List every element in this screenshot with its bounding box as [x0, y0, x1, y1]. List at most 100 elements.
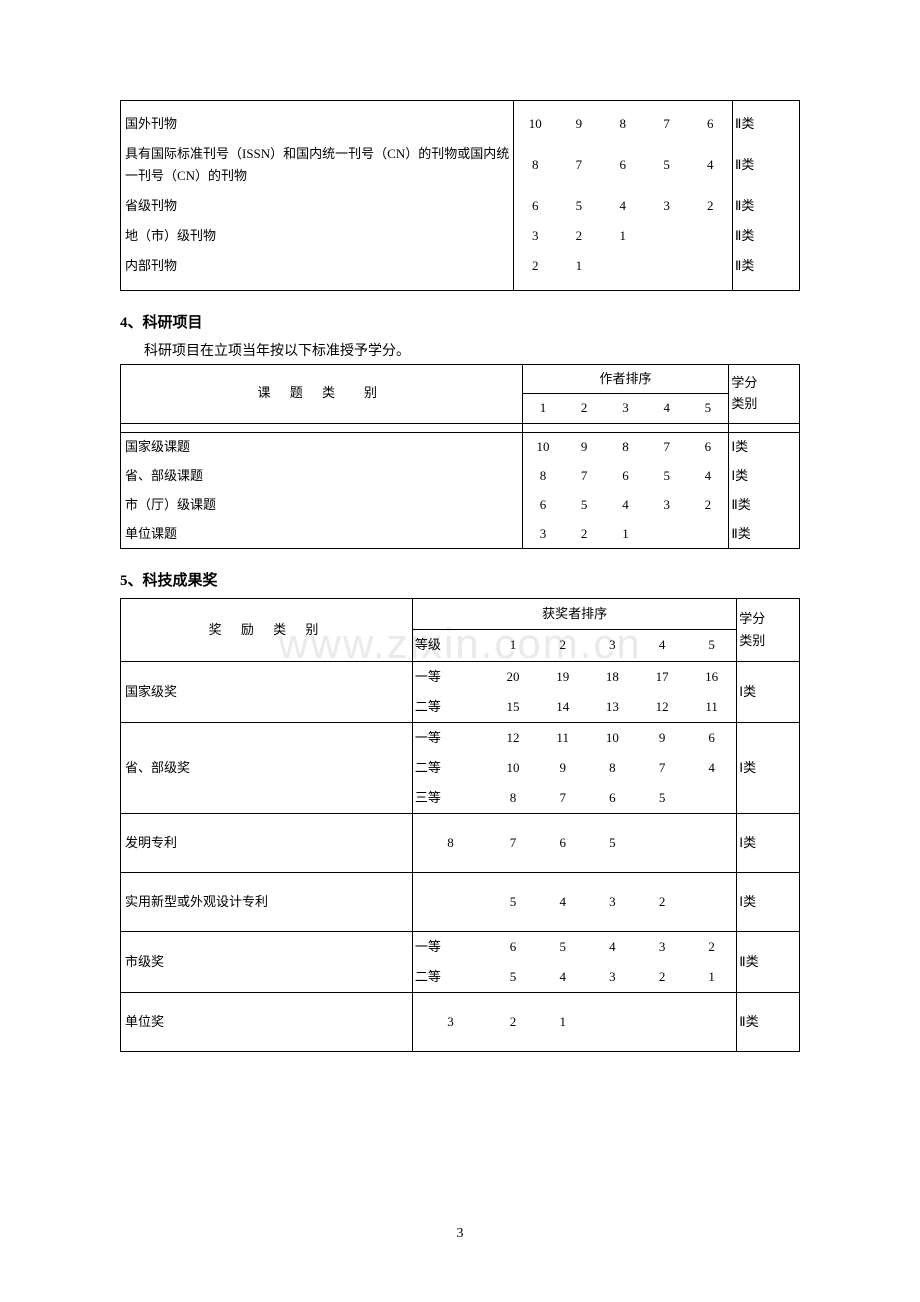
t2-header-credit-type: 学分 类别 — [729, 364, 800, 424]
row-value: 6 — [687, 433, 728, 462]
row-value: 1 — [557, 251, 601, 281]
row-grade: 一等 — [412, 661, 488, 692]
table-row: 市级奖一等65432Ⅱ类 — [121, 932, 800, 963]
row-label: 省、部级课题 — [121, 462, 523, 491]
section5-title: 5、科技成果奖 — [120, 569, 800, 590]
row-value — [687, 814, 737, 873]
table-row: 市（厅）级课题65432Ⅱ类 — [121, 491, 800, 520]
row-value: 2 — [513, 251, 557, 281]
row-value: 2 — [637, 873, 687, 932]
row-label: 省级刊物 — [121, 191, 514, 221]
row-value: 4 — [687, 753, 737, 783]
row-value: 3 — [522, 520, 563, 549]
row-grade: 二等 — [412, 962, 488, 993]
col-num: 2 — [563, 394, 604, 424]
t2-cat-l1: 学分 — [731, 375, 757, 390]
col-num: 2 — [538, 630, 588, 661]
t3-cat-l2: 类别 — [739, 633, 765, 648]
row-value: 13 — [588, 692, 638, 723]
row-value: 10 — [488, 753, 538, 783]
table-achievement-awards: 奖 励 类 别 获奖者排序 学分 类别 等级12345 国家级奖一等201918… — [120, 598, 800, 1052]
row-label: 实用新型或外观设计专利 — [121, 873, 413, 932]
row-value — [687, 520, 728, 549]
t2-header-author-order: 作者排序 — [522, 364, 729, 394]
row-value: 9 — [538, 753, 588, 783]
row-value — [687, 873, 737, 932]
row-value: 8 — [588, 753, 638, 783]
row-value: 11 — [538, 722, 588, 753]
t3-header-credit-type: 学分 类别 — [737, 599, 800, 661]
row-value — [645, 221, 689, 251]
row-value — [687, 783, 737, 814]
row-label: 国外刊物 — [121, 109, 514, 139]
row-category: Ⅱ类 — [732, 191, 799, 221]
row-value: 3 — [645, 191, 689, 221]
row-grade: 二等 — [412, 692, 488, 723]
row-value: 3 — [588, 873, 638, 932]
table-row: 具有国际标准刊号（ISSN）和国内统一刊号（CN）的刊物或国内统一刊号（CN）的… — [121, 139, 800, 191]
row-value: 12 — [488, 722, 538, 753]
row-label: 单位课题 — [121, 520, 523, 549]
row-value: 7 — [646, 433, 687, 462]
row-value: 3 — [637, 932, 687, 963]
row-value: 4 — [687, 462, 728, 491]
row-value: 9 — [637, 722, 687, 753]
table-research-projects: 课 题 类 别 作者排序 学分 类别 12345 国家级课题109876Ⅰ类省、… — [120, 364, 800, 550]
row-value — [588, 993, 638, 1052]
row-value — [646, 520, 687, 549]
row-value: 10 — [588, 722, 638, 753]
table-row: 省、部级课题87654Ⅰ类 — [121, 462, 800, 491]
row-value: 17 — [637, 661, 687, 692]
row-value: 4 — [605, 491, 646, 520]
t3-header-winner-order: 获奖者排序 — [412, 599, 736, 630]
col-num: 1 — [522, 394, 563, 424]
row-value: 18 — [588, 661, 638, 692]
row-value: 5 — [645, 139, 689, 191]
col-num: 1 — [488, 630, 538, 661]
row-label: 地（市）级刊物 — [121, 221, 514, 251]
row-value: 2 — [689, 191, 733, 221]
row-value: 4 — [538, 873, 588, 932]
row-value: 7 — [538, 783, 588, 814]
row-value: 6 — [522, 491, 563, 520]
row-value — [637, 993, 687, 1052]
row-value: 8 — [488, 783, 538, 814]
row-value: 7 — [557, 139, 601, 191]
row-value: 1 — [605, 520, 646, 549]
row-value: 9 — [563, 433, 604, 462]
table-row: 国家级课题109876Ⅰ类 — [121, 433, 800, 462]
row-label: 市级奖 — [121, 932, 413, 993]
row-category: Ⅰ类 — [737, 873, 800, 932]
row-value — [645, 251, 689, 281]
col-num: 3 — [605, 394, 646, 424]
row-grade: 三等 — [412, 783, 488, 814]
col-num: 3 — [588, 630, 638, 661]
row-value: 2 — [687, 932, 737, 963]
row-value — [689, 221, 733, 251]
row-value: 6 — [689, 109, 733, 139]
row-value: 5 — [557, 191, 601, 221]
row-value: 3 — [412, 993, 488, 1052]
row-value: 8 — [605, 433, 646, 462]
row-value: 5 — [538, 932, 588, 963]
t3-header-award-type: 奖 励 类 别 — [121, 599, 413, 661]
row-value: 10 — [522, 433, 563, 462]
row-value: 8 — [522, 462, 563, 491]
row-category: Ⅱ类 — [729, 491, 800, 520]
table-row: 国家级奖一等2019181716Ⅰ类 — [121, 661, 800, 692]
row-category: Ⅱ类 — [729, 520, 800, 549]
row-value: 12 — [637, 692, 687, 723]
table-publications: 国外刊物109876Ⅱ类具有国际标准刊号（ISSN）和国内统一刊号（CN）的刊物… — [120, 100, 800, 291]
row-category: Ⅱ类 — [737, 993, 800, 1052]
row-value — [637, 814, 687, 873]
table-row: 国外刊物109876Ⅱ类 — [121, 109, 800, 139]
row-value: 1 — [538, 993, 588, 1052]
row-value: 4 — [588, 932, 638, 963]
section4-title: 4、科研项目 — [120, 311, 800, 332]
row-label: 发明专利 — [121, 814, 413, 873]
row-label: 省、部级奖 — [121, 722, 413, 813]
row-value: 6 — [601, 139, 645, 191]
table-row: 单位奖321Ⅱ类 — [121, 993, 800, 1052]
col-num: 5 — [687, 630, 737, 661]
row-value: 6 — [538, 814, 588, 873]
